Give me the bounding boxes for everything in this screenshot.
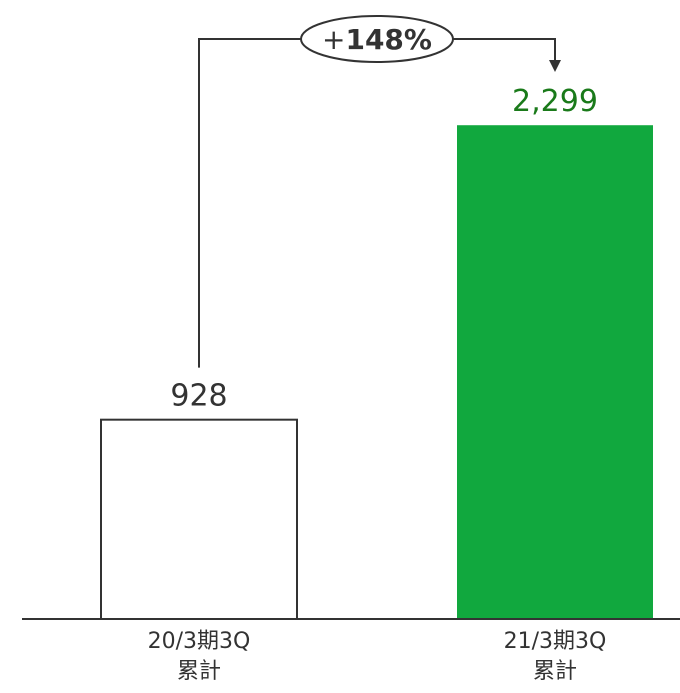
change-badge-ellipse	[300, 15, 454, 63]
change-value: 148%	[345, 23, 432, 56]
category-label-2-line-1: 21/3期3Q	[504, 629, 607, 654]
bar-1	[100, 418, 298, 620]
change-annotation: +148%	[198, 15, 561, 368]
bars-group	[100, 125, 653, 620]
category-label-1-line-1: 20/3期3Q	[148, 629, 251, 654]
value-labels-group: 928 2,299	[170, 84, 598, 413]
category-labels-group: 20/3期3Q 累計 21/3期3Q 累計	[148, 629, 607, 684]
change-sign: +	[322, 23, 345, 56]
value-label-2: 2,299	[512, 84, 598, 119]
value-label-1: 928	[170, 379, 227, 414]
category-label-2-line-2: 累計	[533, 659, 577, 684]
arrow-down-icon	[549, 60, 561, 72]
category-label-1-line-2: 累計	[177, 659, 221, 684]
bar-2	[457, 125, 653, 619]
change-percent-label: +148%	[322, 23, 432, 56]
